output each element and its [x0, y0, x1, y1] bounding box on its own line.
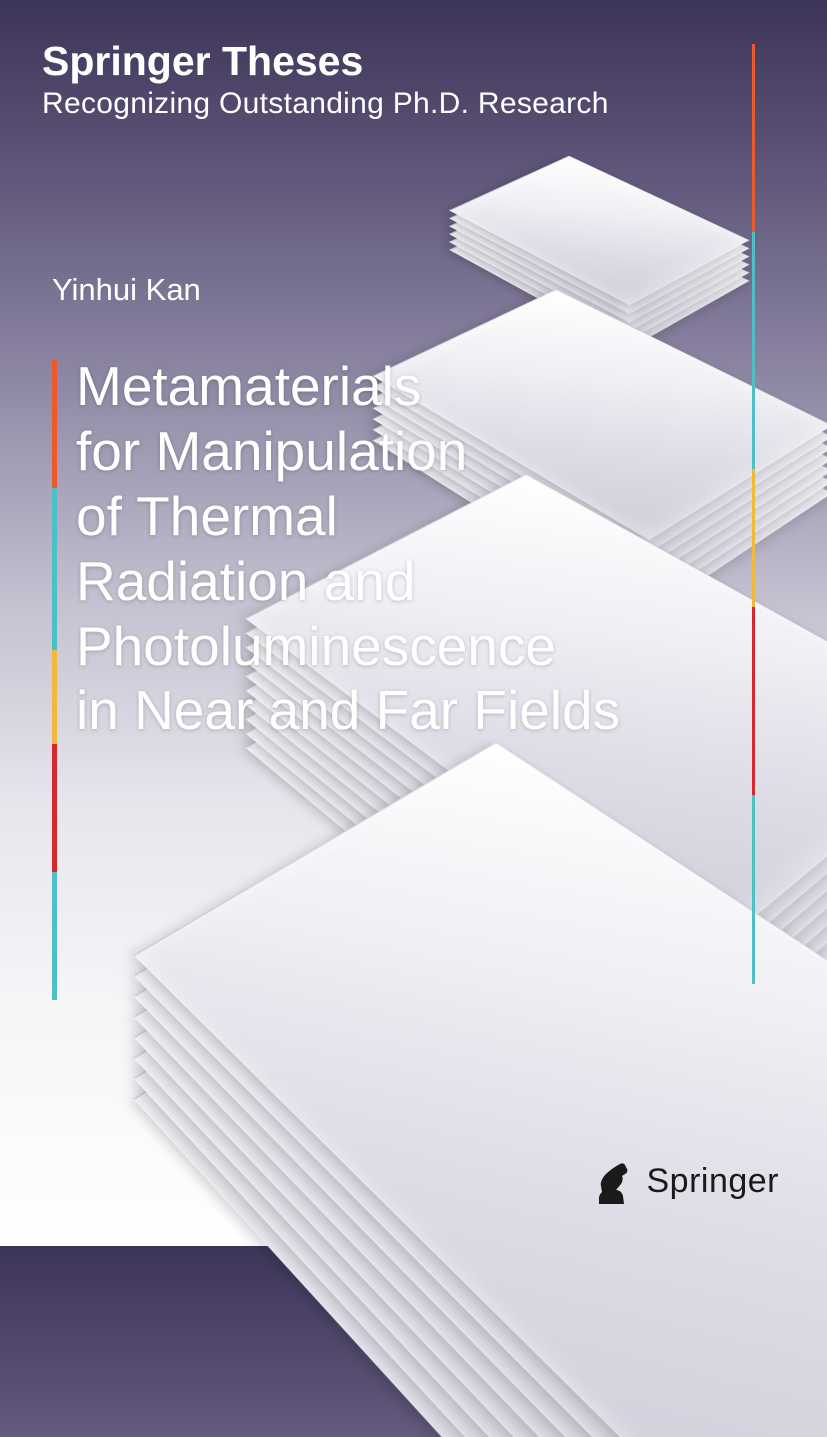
color-bar-segment	[52, 488, 57, 650]
springer-horse-icon	[590, 1156, 636, 1206]
color-bar-segment	[52, 650, 57, 744]
title-block: Metamaterialsfor Manipulationof ThermalR…	[52, 350, 642, 1000]
color-bar-segment	[752, 795, 755, 984]
book-title: Metamaterialsfor Manipulationof ThermalR…	[76, 354, 620, 743]
author-name: Yinhui Kan	[52, 272, 201, 308]
series-block: Springer Theses Recognizing Outstanding …	[42, 38, 609, 121]
color-bar-segment	[752, 232, 755, 469]
color-bar-segment	[752, 44, 755, 232]
publisher-block: Springer	[590, 1156, 779, 1206]
left-color-bar	[52, 360, 57, 1000]
publisher-name: Springer	[646, 1162, 779, 1201]
right-color-bar	[752, 44, 755, 984]
series-subtitle: Recognizing Outstanding Ph.D. Research	[42, 87, 609, 121]
color-bar-segment	[52, 744, 57, 872]
series-title: Springer Theses	[42, 38, 609, 85]
color-bar-segment	[52, 360, 57, 488]
color-bar-segment	[752, 469, 755, 607]
color-bar-segment	[752, 607, 755, 795]
color-bar-segment	[52, 872, 57, 1000]
